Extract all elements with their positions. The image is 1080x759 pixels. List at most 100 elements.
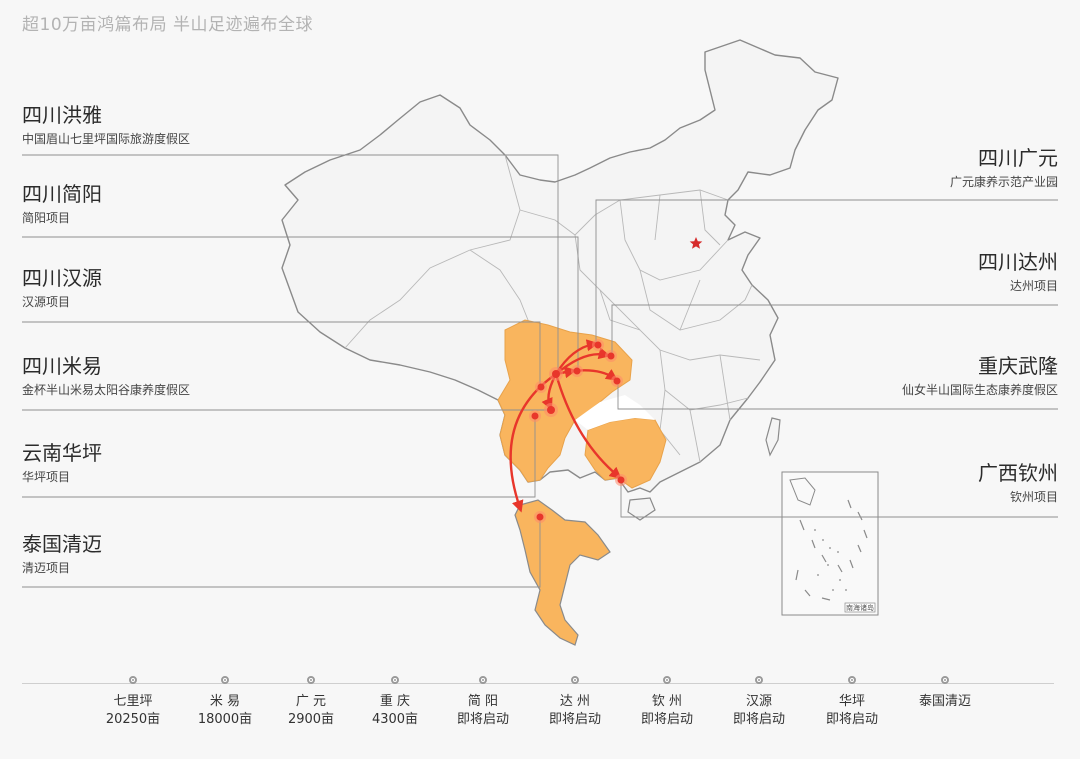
south-china-sea-inset: 南海诸岛 bbox=[781, 471, 879, 616]
timeline-name: 达 州 bbox=[559, 694, 591, 709]
label-desc: 金杯半山米易太阳谷康养度假区 bbox=[22, 383, 191, 397]
dot-jianyang bbox=[571, 365, 583, 377]
label-name: 泰国清迈 bbox=[22, 532, 102, 556]
label-miyi: 四川米易 金杯半山米易太阳谷康养度假区 bbox=[22, 354, 190, 398]
leader-line-hanyuan bbox=[22, 321, 541, 386]
timeline-dot-icon bbox=[663, 676, 671, 684]
leader-line-qinzhou bbox=[620, 480, 1058, 518]
label-desc: 简阳项目 bbox=[22, 211, 71, 225]
timeline-item: 达 州 即将启动 bbox=[530, 676, 620, 729]
leader-line-qingmai bbox=[22, 517, 541, 588]
timeline-name: 钦 州 bbox=[651, 694, 683, 709]
inset-label: 南海诸岛 bbox=[846, 603, 874, 612]
dot-hongya bbox=[549, 367, 563, 381]
label-desc: 广元康养示范产业园 bbox=[949, 175, 1058, 189]
timeline-dot-icon bbox=[129, 676, 137, 684]
timeline-item: 米 易 18000亩 bbox=[180, 676, 270, 729]
hainan-island bbox=[627, 497, 656, 521]
timeline-value: 即将启动 bbox=[825, 712, 878, 727]
dot-qingmai bbox=[534, 511, 546, 523]
timeline-name: 广 元 bbox=[295, 694, 327, 709]
label-name: 四川广元 bbox=[978, 146, 1058, 170]
timeline-value: 即将启动 bbox=[732, 712, 785, 727]
highlighted-region-thailand bbox=[514, 499, 611, 646]
leader-line-jianyang bbox=[22, 236, 579, 372]
dot-wulong bbox=[611, 375, 623, 387]
timeline-value: 2900亩 bbox=[287, 712, 335, 727]
timeline-dot-icon bbox=[755, 676, 763, 684]
timeline-name: 华坪 bbox=[838, 694, 865, 709]
label-desc: 汉源项目 bbox=[22, 295, 71, 309]
label-name: 四川汉源 bbox=[22, 266, 102, 290]
dot-guangyuan bbox=[592, 339, 604, 351]
timeline-dot-icon bbox=[941, 676, 949, 684]
timeline-item: 七里坪 20250亩 bbox=[88, 676, 178, 729]
dot-qinzhou bbox=[615, 474, 627, 486]
timeline-item: 广 元 2900亩 bbox=[266, 676, 356, 729]
timeline-name: 重 庆 bbox=[379, 694, 411, 709]
timeline-item: 简 阳 即将启动 bbox=[438, 676, 528, 729]
label-desc: 华坪项目 bbox=[22, 470, 71, 484]
label-jianyang: 四川简阳 简阳项目 bbox=[22, 182, 102, 226]
timeline-item: 钦 州 即将启动 bbox=[622, 676, 712, 729]
timeline-value: 即将启动 bbox=[456, 712, 509, 727]
leader-line-guangyuan bbox=[595, 199, 1058, 342]
label-desc: 达州项目 bbox=[1009, 279, 1058, 293]
arrow-to-qinzhou bbox=[554, 373, 622, 480]
label-name: 广西钦州 bbox=[978, 461, 1058, 485]
dot-miyi bbox=[544, 403, 558, 417]
timeline: 七里坪 20250亩 米 易 18000亩 广 元 2900亩 重 庆 4300… bbox=[0, 670, 1080, 750]
label-name: 重庆武隆 bbox=[978, 354, 1058, 378]
label-name: 四川达州 bbox=[978, 250, 1058, 274]
leader-line-hongya bbox=[22, 154, 559, 372]
headline: 超10万亩鸿篇布局 半山足迹遍布全球 bbox=[22, 15, 314, 35]
label-desc: 中国眉山七里坪国际旅游度假区 bbox=[22, 132, 191, 146]
timeline-value: 即将启动 bbox=[548, 712, 601, 727]
leader-line-huaping bbox=[22, 415, 536, 498]
timeline-item: 华坪 即将启动 bbox=[807, 676, 897, 729]
capital-star-icon bbox=[689, 237, 703, 249]
label-name: 四川米易 bbox=[22, 354, 102, 378]
timeline-value: 即将启动 bbox=[640, 712, 693, 727]
timeline-dot-icon bbox=[307, 676, 315, 684]
label-guangyuan: 四川广元 广元康养示范产业园 bbox=[950, 146, 1058, 190]
timeline-dot-icon bbox=[848, 676, 856, 684]
label-wulong: 重庆武隆 仙女半山国际生态康养度假区 bbox=[902, 354, 1058, 398]
timeline-item: 泰国清迈 bbox=[900, 676, 990, 711]
label-qinzhou: 广西钦州 钦州项目 bbox=[978, 461, 1058, 505]
timeline-name: 泰国清迈 bbox=[918, 694, 971, 709]
label-hanyuan: 四川汉源 汉源项目 bbox=[22, 266, 102, 310]
timeline-dot-icon bbox=[571, 676, 579, 684]
timeline-dot-icon bbox=[479, 676, 487, 684]
label-qingmai: 泰国清迈 清迈项目 bbox=[22, 532, 102, 576]
timeline-value: 4300亩 bbox=[371, 712, 419, 727]
label-huaping: 云南华坪 华坪项目 bbox=[22, 441, 102, 485]
timeline-line bbox=[22, 683, 1054, 684]
label-name: 四川简阳 bbox=[22, 182, 102, 206]
white-gap-guizhou bbox=[575, 395, 655, 430]
timeline-value: 18000亩 bbox=[197, 712, 253, 727]
taiwan-island bbox=[765, 417, 781, 457]
dot-dazhou bbox=[605, 350, 617, 362]
label-desc: 清迈项目 bbox=[22, 561, 71, 575]
timeline-name: 米 易 bbox=[209, 694, 241, 709]
label-desc: 钦州项目 bbox=[1009, 490, 1058, 504]
dot-hanyuan bbox=[535, 381, 547, 393]
timeline-name: 七里坪 bbox=[113, 694, 153, 709]
timeline-value: 20250亩 bbox=[105, 712, 161, 727]
label-hongya: 四川洪雅 中国眉山七里坪国际旅游度假区 bbox=[22, 103, 190, 147]
leader-line-wulong bbox=[617, 380, 1058, 410]
timeline-item: 重 庆 4300亩 bbox=[350, 676, 440, 729]
leader-lines bbox=[22, 154, 1058, 588]
timeline-name: 汉源 bbox=[745, 694, 772, 709]
timeline-dot-icon bbox=[221, 676, 229, 684]
project-dots bbox=[529, 339, 627, 523]
label-desc: 仙女半山国际生态康养度假区 bbox=[901, 383, 1058, 397]
leader-line-dazhou bbox=[611, 304, 1058, 355]
timeline-item: 汉源 即将启动 bbox=[714, 676, 804, 729]
dot-huaping bbox=[529, 410, 541, 422]
label-name: 云南华坪 bbox=[22, 441, 102, 465]
label-name: 四川洪雅 bbox=[22, 103, 102, 127]
timeline-dot-icon bbox=[391, 676, 399, 684]
